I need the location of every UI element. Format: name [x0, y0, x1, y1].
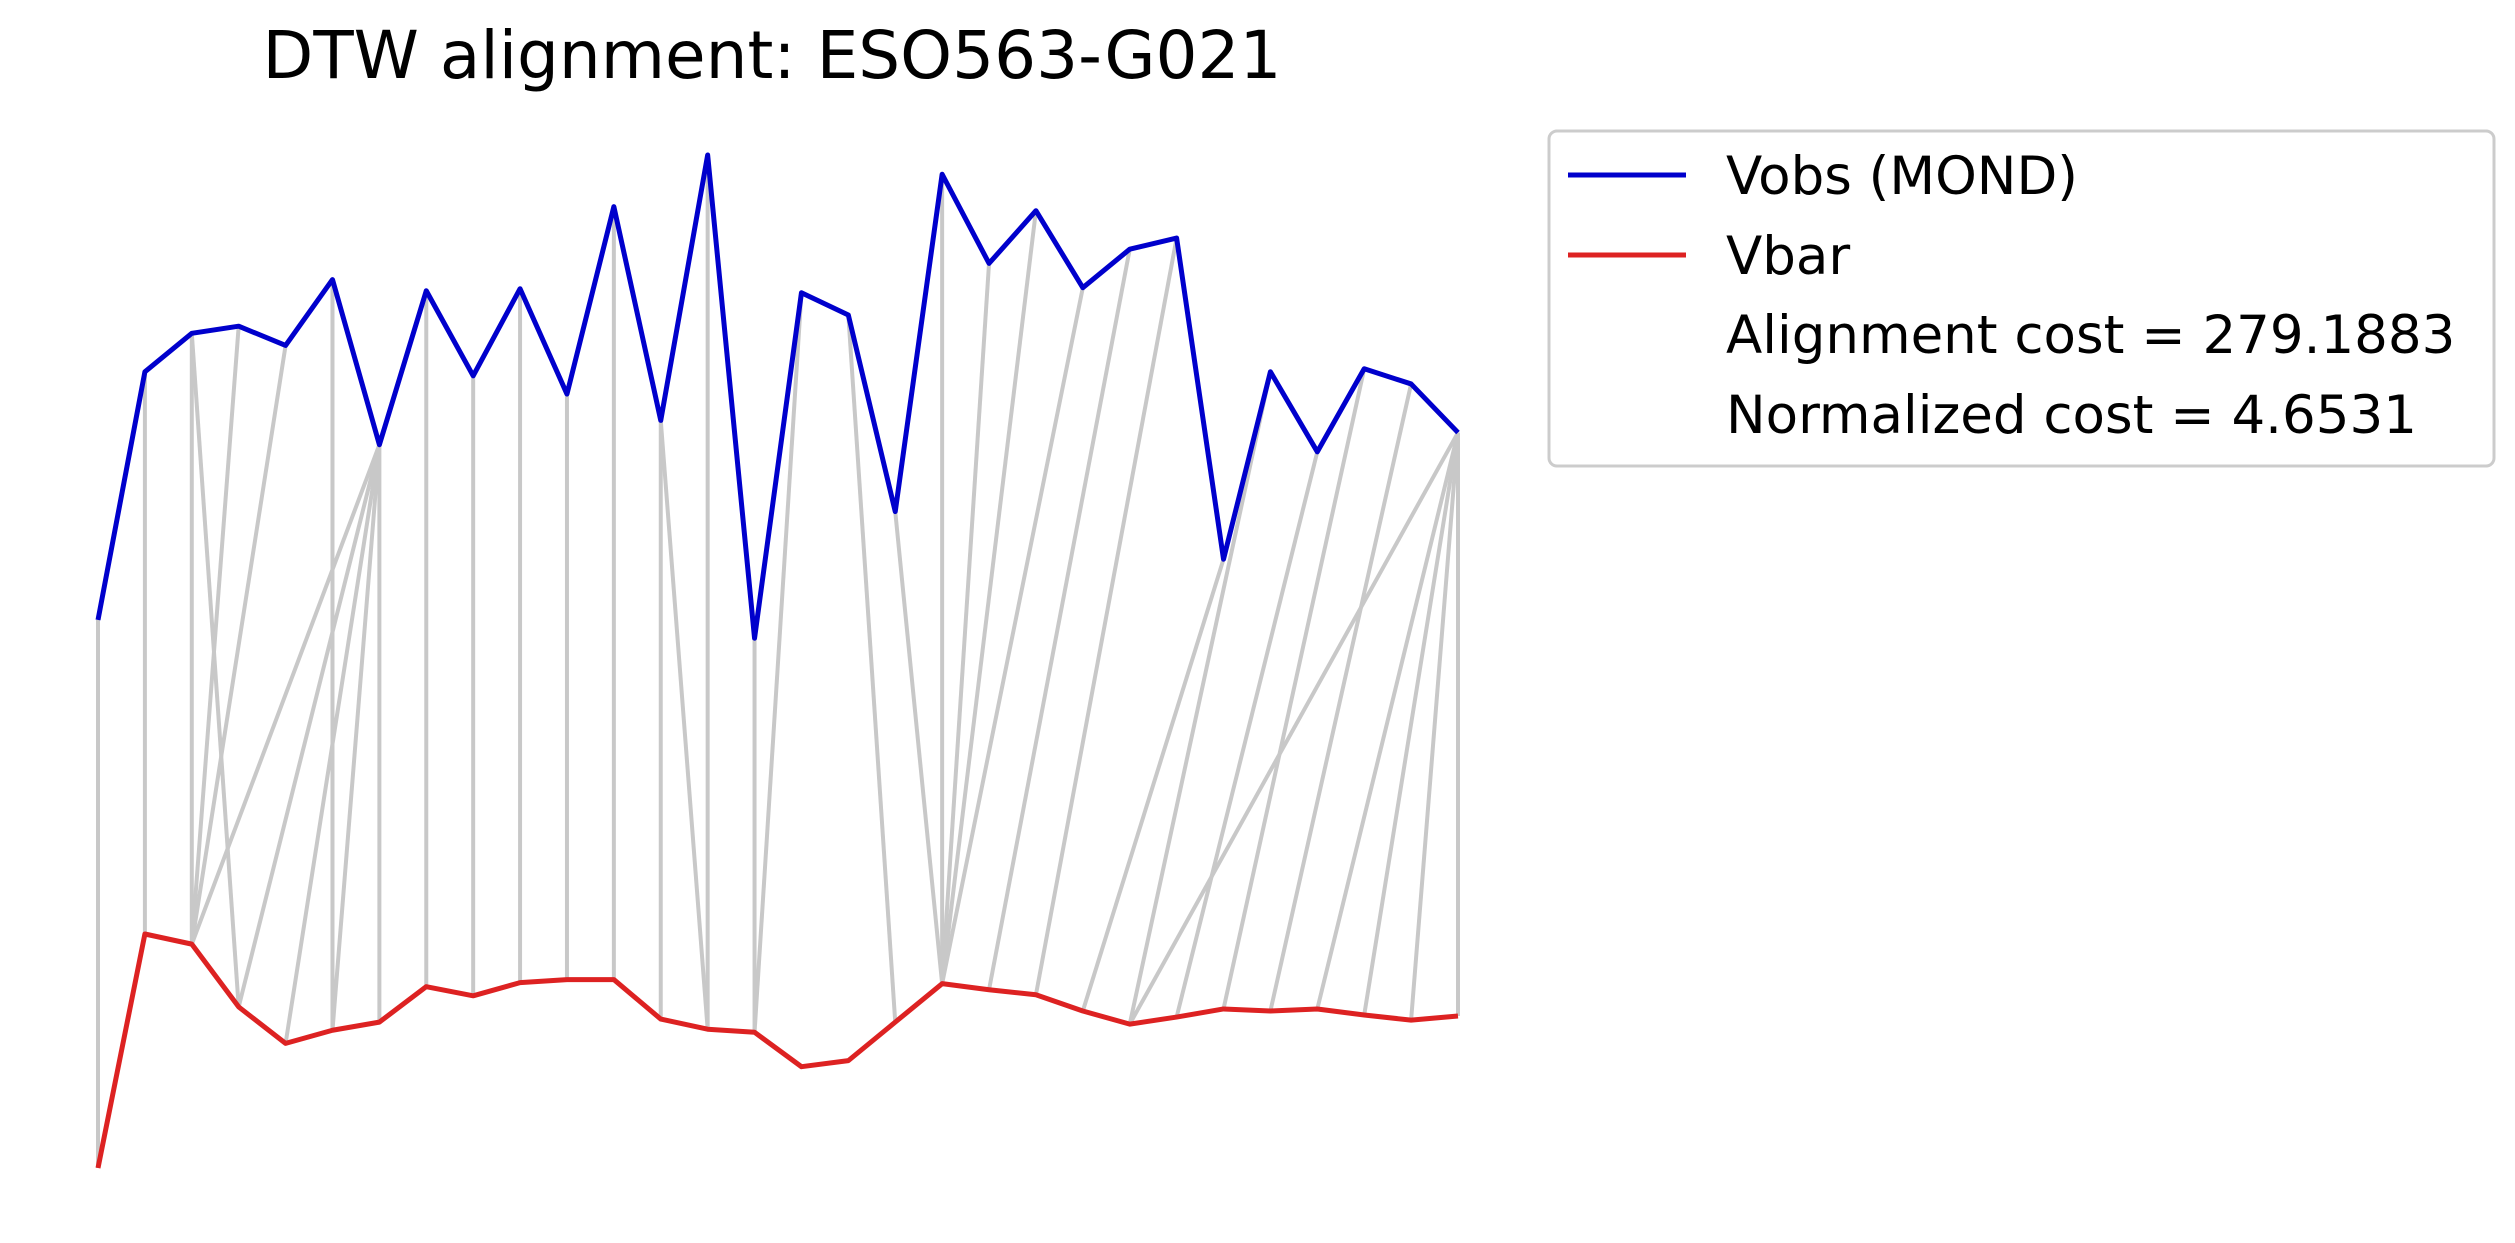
warp-line-33 — [1221, 368, 1367, 1010]
warp-line-25 — [940, 263, 992, 984]
warp-line-37 — [1362, 432, 1460, 1016]
legend-label-vobs: Vobs (MOND) — [1726, 146, 2078, 207]
warp-line-26 — [940, 210, 1038, 984]
warp-line-9 — [283, 444, 382, 1044]
warp-line-38 — [1409, 432, 1460, 1021]
warp-line-5 — [189, 345, 288, 945]
series-line-vbar — [95, 931, 1459, 1169]
warp-line-32 — [1174, 451, 1320, 1018]
warp-line-36 — [1315, 432, 1460, 1010]
legend-normalized-cost: Normalized cost = 4.6531 — [1726, 385, 2417, 446]
warp-line-30 — [1080, 558, 1226, 1012]
warp-line-23 — [893, 511, 945, 984]
legend-frame — [1547, 129, 2496, 468]
warp-line-27 — [940, 287, 1085, 985]
warp-line-35 — [1127, 431, 1460, 1026]
warp-line-21 — [752, 292, 804, 1033]
warp-line-18 — [658, 420, 710, 1030]
warp-line-29 — [1033, 237, 1179, 996]
warp-line-28 — [987, 248, 1132, 991]
warp-line-3 — [189, 333, 241, 1008]
warp-line-34 — [1268, 383, 1414, 1012]
legend-alignment-cost: Alignment cost = 279.1883 — [1726, 305, 2455, 366]
warping-path-lines — [96, 155, 1460, 1168]
series-lines — [95, 152, 1460, 1169]
warp-line-31 — [1127, 371, 1273, 1025]
warp-line-7 — [189, 444, 382, 945]
chart-title: DTW alignment: ESO563-G021 — [263, 17, 1282, 94]
legend: Vobs (MOND) Vbar Alignment cost = 279.18… — [1547, 129, 2496, 468]
warp-line-8 — [236, 444, 382, 1008]
warp-line-22 — [846, 314, 898, 1023]
warp-line-10 — [330, 444, 382, 1031]
series-line-vobs — [95, 152, 1460, 641]
warp-line-4 — [189, 326, 241, 945]
legend-label-vbar: Vbar — [1726, 226, 1850, 287]
